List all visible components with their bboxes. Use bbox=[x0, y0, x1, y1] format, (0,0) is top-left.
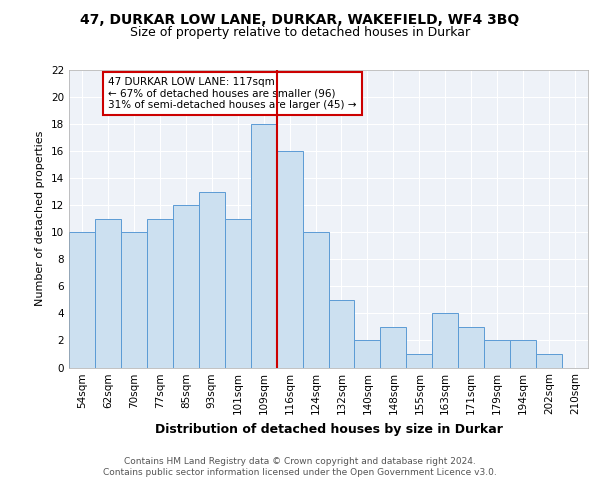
Bar bbox=[510, 340, 536, 367]
Bar bbox=[329, 300, 355, 368]
Bar bbox=[225, 219, 251, 368]
Bar bbox=[251, 124, 277, 368]
Text: 47 DURKAR LOW LANE: 117sqm
← 67% of detached houses are smaller (96)
31% of semi: 47 DURKAR LOW LANE: 117sqm ← 67% of deta… bbox=[108, 77, 356, 110]
Bar bbox=[121, 232, 147, 368]
Bar bbox=[536, 354, 562, 368]
Bar bbox=[355, 340, 380, 367]
Bar bbox=[302, 232, 329, 368]
Bar bbox=[147, 219, 173, 368]
Bar bbox=[69, 232, 95, 368]
Bar bbox=[406, 354, 432, 368]
Bar bbox=[484, 340, 510, 367]
Text: Contains HM Land Registry data © Crown copyright and database right 2024.
Contai: Contains HM Land Registry data © Crown c… bbox=[103, 458, 497, 477]
Bar bbox=[173, 205, 199, 368]
Text: Size of property relative to detached houses in Durkar: Size of property relative to detached ho… bbox=[130, 26, 470, 39]
Bar bbox=[433, 314, 458, 368]
Y-axis label: Number of detached properties: Number of detached properties bbox=[35, 131, 46, 306]
X-axis label: Distribution of detached houses by size in Durkar: Distribution of detached houses by size … bbox=[155, 423, 502, 436]
Bar bbox=[277, 151, 302, 368]
Bar bbox=[95, 219, 121, 368]
Text: 47, DURKAR LOW LANE, DURKAR, WAKEFIELD, WF4 3BQ: 47, DURKAR LOW LANE, DURKAR, WAKEFIELD, … bbox=[80, 12, 520, 26]
Bar bbox=[458, 327, 484, 368]
Bar bbox=[380, 327, 406, 368]
Bar bbox=[199, 192, 224, 368]
